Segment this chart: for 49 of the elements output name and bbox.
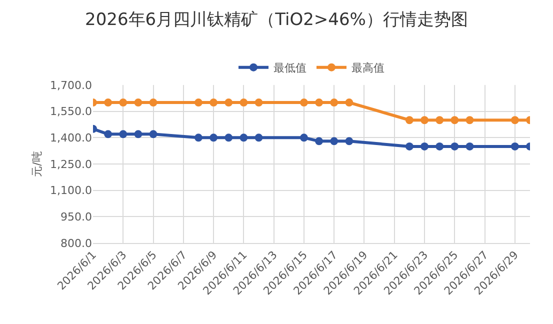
y-tick-label: 1,400.0 <box>50 132 92 145</box>
point <box>254 134 263 142</box>
point <box>134 130 142 138</box>
chart-title: 2026年6月四川钛精矿（TiO2>46%）行情走势图 <box>85 10 468 30</box>
point <box>450 116 459 124</box>
point <box>149 98 158 107</box>
point <box>315 98 324 107</box>
point <box>450 142 459 150</box>
point <box>315 137 324 146</box>
point <box>466 142 474 150</box>
point <box>254 98 263 107</box>
point <box>405 142 414 150</box>
y-axis-title: 元/吨 <box>30 151 44 177</box>
point <box>510 142 519 150</box>
point <box>420 142 429 150</box>
point <box>104 130 112 138</box>
point <box>330 137 338 146</box>
y-tick-label: 950.0 <box>60 210 92 224</box>
point <box>345 98 354 107</box>
legend-label: 最低值 <box>274 62 306 75</box>
point <box>466 116 474 124</box>
point <box>330 98 338 107</box>
point <box>436 142 444 150</box>
point <box>510 116 519 124</box>
point <box>149 130 158 138</box>
point <box>194 134 202 142</box>
point <box>240 98 248 107</box>
point <box>240 134 248 142</box>
point <box>210 134 218 142</box>
legend-label: 最高值 <box>352 62 384 75</box>
y-tick-label: 800.0 <box>60 236 92 250</box>
point <box>210 98 218 107</box>
point <box>134 98 142 107</box>
point <box>119 98 128 107</box>
point <box>300 98 308 107</box>
y-tick-label: 1,100.0 <box>50 184 92 198</box>
point <box>104 98 112 107</box>
y-tick-label: 1,550.0 <box>50 105 92 118</box>
y-tick-label: 1,250.0 <box>50 158 92 171</box>
point <box>224 98 233 107</box>
point <box>436 116 444 124</box>
point <box>420 116 429 124</box>
point <box>224 134 233 142</box>
point <box>300 134 308 142</box>
point <box>119 130 128 138</box>
y-tick-label: 1,700.0 <box>50 78 92 92</box>
point <box>405 116 414 124</box>
point <box>345 137 354 146</box>
point <box>194 98 202 107</box>
